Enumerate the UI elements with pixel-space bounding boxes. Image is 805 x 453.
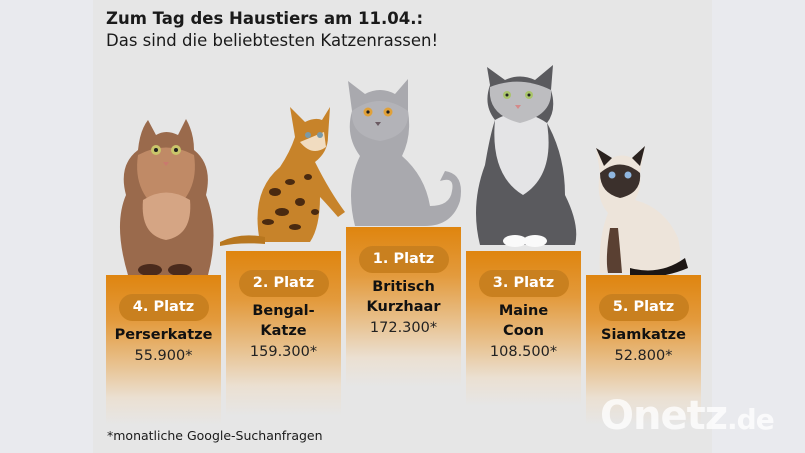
breed-name-line-2: Katze bbox=[260, 323, 307, 339]
breed-name: Britisch Kurzhaar bbox=[346, 277, 461, 317]
search-count: 108.500* bbox=[489, 344, 558, 360]
podium-rank-5: 5. Platz Siamkatze 52.800* bbox=[586, 275, 701, 425]
search-count: 159.300* bbox=[249, 344, 318, 360]
breed-name-line-2: Kurzhaar bbox=[366, 299, 441, 315]
onetz-watermark-logo: Onetz.de bbox=[600, 393, 775, 439]
breed-name-line-2: Coon bbox=[503, 323, 544, 339]
rank-badge: 1. Platz bbox=[358, 246, 449, 273]
search-count: 52.800* bbox=[614, 348, 673, 364]
siamese-cat-illustration bbox=[596, 146, 688, 277]
search-count: 55.900* bbox=[134, 348, 193, 364]
footnote: *monatliche Google-Suchanfragen bbox=[107, 428, 323, 443]
logo-tld: .de bbox=[727, 403, 775, 436]
logo-brand: Onetz bbox=[600, 393, 728, 439]
podium-rank-2: 2. Platz Bengal- Katze 159.300* bbox=[226, 251, 341, 416]
page-title: Zum Tag des Haustiers am 11.04.: Das sin… bbox=[106, 8, 438, 52]
podium-rank-3: 3. Platz Maine Coon 108.500* bbox=[466, 251, 581, 406]
title-line-1: Zum Tag des Haustiers am 11.04.: bbox=[106, 9, 424, 28]
bengal-cat-illustration bbox=[220, 107, 345, 246]
rank-badge: 3. Platz bbox=[478, 270, 569, 297]
maine-coon-cat-illustration bbox=[476, 65, 577, 247]
rank-badge: 4. Platz bbox=[118, 294, 209, 321]
breed-name-line-1: Maine bbox=[498, 303, 549, 319]
rank-badge: 2. Platz bbox=[238, 270, 329, 297]
breed-name: Bengal- Katze bbox=[226, 301, 341, 341]
breed-name: Siamkatze bbox=[601, 327, 686, 343]
search-count: 172.300* bbox=[369, 320, 438, 336]
persian-cat-illustration bbox=[119, 119, 214, 275]
podium-rank-4: 4. Platz Perserkatze 55.900* bbox=[106, 275, 221, 425]
breed-name-line-1: Bengal- bbox=[252, 303, 315, 319]
rank-badge: 5. Platz bbox=[598, 294, 689, 321]
breed-name: Maine Coon bbox=[466, 301, 581, 341]
podium-rank-1: 1. Platz Britisch Kurzhaar 172.300* bbox=[346, 227, 461, 387]
breed-name-line-1: Britisch bbox=[372, 279, 435, 295]
breed-name: Perserkatze bbox=[114, 327, 213, 343]
title-line-2: Das sind die beliebtesten Katzenrassen! bbox=[106, 31, 439, 50]
british-shorthair-cat-illustration bbox=[348, 79, 461, 226]
